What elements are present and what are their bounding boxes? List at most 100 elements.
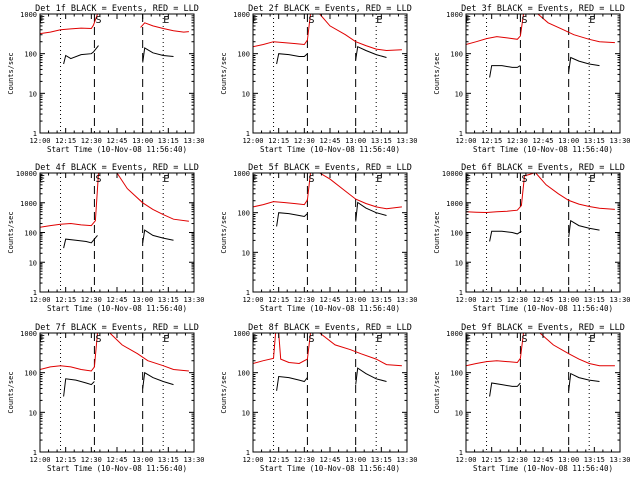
events-series-line [276, 212, 308, 227]
x-tick-label: 12:30 [507, 296, 528, 304]
lld-series-line [535, 173, 615, 210]
x-tick-label: 12:45 [106, 137, 127, 145]
y-tick-label: 1 [33, 289, 37, 297]
x-axis-label: Start Time (10-Nov-08 11:56:40) [47, 304, 187, 313]
x-tick-label: 13:00 [558, 137, 579, 145]
phase-marker-s: S [522, 334, 528, 345]
x-tick-label: 12:45 [319, 137, 340, 145]
lld-series-line [140, 22, 189, 33]
phase-marker-s: S [96, 174, 102, 185]
panel-title: Det 5f BLACK = Events, RED = LLD [248, 163, 412, 173]
y-tick-label: 10 [242, 90, 250, 98]
x-axis-label: Start Time (10-Nov-08 11:56:40) [473, 304, 613, 313]
events-series-line [489, 382, 521, 397]
x-tick-label: 13:00 [558, 296, 579, 304]
x-tick-label: 12:15 [55, 456, 76, 464]
phase-marker-e: E [163, 334, 169, 345]
events-series-line [568, 56, 600, 72]
y-tick-label: 1 [459, 289, 463, 297]
x-tick-label: 13:15 [584, 456, 605, 464]
y-tick-label: 10 [29, 259, 37, 267]
x-axis-label: Start Time (10-Nov-08 11:56:40) [473, 464, 613, 473]
x-tick-label: 13:15 [371, 456, 392, 464]
y-axis-label: Counts/sec [7, 371, 15, 413]
y-tick-label: 10000 [16, 170, 37, 178]
y-tick-label: 1 [33, 449, 37, 457]
y-tick-label: 1000 [446, 330, 463, 338]
y-tick-label: 1 [459, 130, 463, 138]
x-tick-label: 12:00 [242, 456, 263, 464]
panel-title: Det 7f BLACK = Events, RED = LLD [35, 323, 199, 333]
x-axis-label: Start Time (10-Nov-08 11:56:40) [47, 145, 187, 154]
x-tick-label: 12:15 [55, 296, 76, 304]
x-tick-label: 13:15 [584, 296, 605, 304]
events-series-line [63, 45, 99, 65]
plot-frame [39, 13, 195, 134]
x-tick-label: 12:45 [319, 296, 340, 304]
panel-title: Det 8f BLACK = Events, RED = LLD [248, 323, 412, 333]
x-tick-label: 13:00 [132, 137, 153, 145]
detector-panel-2: Det 2f BLACK = Events, RED = LLDESE11010… [220, 4, 418, 154]
y-tick-label: 1 [246, 289, 250, 297]
y-tick-label: 10 [29, 90, 37, 98]
x-tick-label: 12:30 [294, 456, 315, 464]
x-tick-label: 12:30 [81, 296, 102, 304]
y-tick-label: 1000 [446, 11, 463, 19]
x-tick-label: 12:30 [507, 137, 528, 145]
lld-series-line [40, 333, 98, 372]
x-tick-label: 12:15 [268, 456, 289, 464]
y-tick-label: 10 [242, 409, 250, 417]
x-tick-label: 13:00 [345, 296, 366, 304]
x-tick-label: 12:15 [481, 296, 502, 304]
plot-frame [39, 172, 195, 293]
events-series-line [142, 229, 174, 243]
lld-series-line [319, 333, 402, 367]
y-tick-label: 1000 [446, 200, 463, 208]
y-axis-label: Counts/sec [220, 371, 228, 413]
x-tick-label: 12:45 [532, 296, 553, 304]
lld-series-line [466, 173, 534, 214]
events-series-line [568, 372, 600, 391]
y-tick-label: 10 [29, 409, 37, 417]
y-tick-label: 100 [237, 370, 250, 378]
panel-title: Det 6f BLACK = Events, RED = LLD [461, 163, 625, 173]
x-tick-label: 12:15 [55, 137, 76, 145]
x-tick-label: 13:30 [183, 296, 204, 304]
x-tick-label: 12:00 [242, 137, 263, 145]
detector-panel-1: Det 1f BLACK = Events, RED = LLDESE11010… [7, 4, 205, 154]
events-series-line [355, 201, 387, 222]
phase-marker-s: S [309, 174, 315, 185]
detector-panel-9: Det 9f BLACK = Events, RED = LLDESE11010… [433, 323, 631, 473]
x-tick-label: 13:00 [558, 456, 579, 464]
x-tick-label: 12:00 [29, 296, 50, 304]
y-tick-label: 1000 [20, 11, 37, 19]
x-tick-label: 12:15 [268, 296, 289, 304]
y-tick-label: 10 [242, 249, 250, 257]
lld-series-line [539, 333, 615, 367]
x-tick-label: 12:00 [242, 296, 263, 304]
x-tick-label: 13:30 [396, 137, 417, 145]
y-tick-label: 1000 [233, 330, 250, 338]
y-tick-label: 1 [246, 449, 250, 457]
lld-series-line [253, 333, 311, 365]
events-series-line [63, 378, 95, 397]
x-tick-label: 12:00 [29, 137, 50, 145]
phase-marker-s: S [522, 174, 528, 185]
detector-panel-5: Det 5f BLACK = Events, RED = LLDESE11010… [220, 163, 418, 313]
phase-marker-s: S [309, 334, 315, 345]
detector-panel-8: Det 8f BLACK = Events, RED = LLDESE11010… [220, 323, 418, 473]
y-axis-label: Counts/sec [220, 211, 228, 253]
lld-series-line [40, 14, 98, 35]
phase-marker-e: E [589, 174, 595, 185]
y-tick-label: 100 [450, 230, 463, 238]
phase-marker-s: S [522, 15, 528, 26]
panel-title: Det 1f BLACK = Events, RED = LLD [35, 4, 199, 14]
events-series-line [355, 45, 387, 60]
y-tick-label: 100 [24, 230, 37, 238]
plot-frame [465, 332, 621, 453]
x-tick-label: 12:30 [81, 456, 102, 464]
y-tick-label: 1000 [233, 170, 250, 178]
x-tick-label: 12:45 [106, 456, 127, 464]
detector-panel-3: Det 3f BLACK = Events, RED = LLDESE11010… [433, 4, 631, 154]
